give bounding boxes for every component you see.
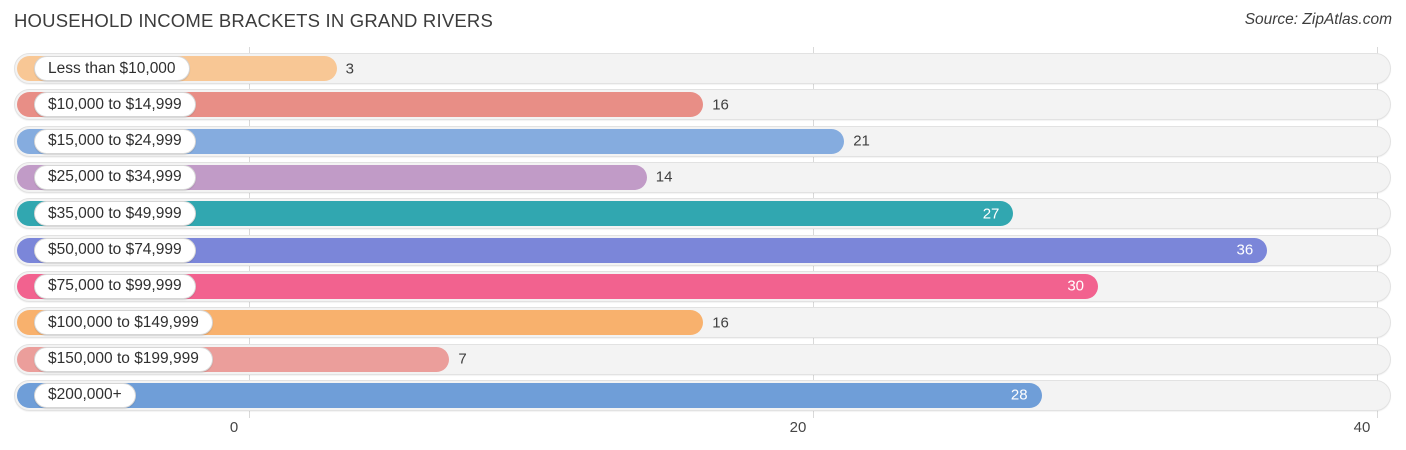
bar-track: $15,000 to $24,999 21 [14, 125, 1391, 157]
category-label: $50,000 to $74,999 [48, 241, 182, 259]
bar-row: Less than $10,000 3 [14, 53, 1391, 84]
bar-track: $200,000+ 28 [14, 379, 1391, 411]
category-label-pill: $10,000 to $14,999 [34, 92, 196, 118]
bar-track: $25,000 to $34,999 14 [14, 161, 1391, 193]
value-label: 7 [458, 350, 467, 368]
category-label: $75,000 to $99,999 [48, 277, 182, 295]
value-label: 27 [982, 205, 1000, 223]
bar[interactable] [17, 273, 1098, 299]
category-label: $35,000 to $49,999 [48, 204, 182, 222]
bar-track: $10,000 to $14,999 16 [14, 89, 1391, 121]
gridline [249, 47, 250, 418]
category-label: $150,000 to $199,999 [48, 350, 199, 368]
bar[interactable] [17, 237, 1268, 263]
source-attribution: Source: ZipAtlas.com [1244, 11, 1392, 28]
value-label: 30 [1067, 277, 1084, 295]
category-label-pill: $25,000 to $34,999 [34, 164, 196, 190]
value-label: 36 [1236, 241, 1254, 259]
bar-row: $50,000 to $74,999 36 [14, 234, 1391, 266]
category-label-pill: $35,000 to $49,999 [34, 201, 196, 227]
category-label-pill: $150,000 to $199,999 [34, 346, 213, 372]
category-label: $15,000 to $24,999 [48, 132, 182, 150]
chart-title: HOUSEHOLD INCOME BRACKETS IN GRAND RIVER… [14, 10, 493, 31]
bar-row: $15,000 to $24,999 21 [14, 125, 1391, 157]
gridline [1377, 47, 1378, 418]
value-label: 16 [712, 96, 729, 114]
category-label-pill: $100,000 to $149,999 [34, 310, 213, 336]
bar-track: Less than $10,000 3 [14, 53, 1391, 84]
bar-track: $75,000 to $99,999 30 [14, 270, 1391, 302]
bar-row: $150,000 to $199,999 7 [14, 343, 1391, 375]
value-label: 21 [853, 132, 870, 150]
bar[interactable] [17, 382, 1042, 408]
bar-track: $100,000 to $149,999 16 [14, 307, 1391, 339]
x-axis-tick: 40 [1353, 419, 1371, 436]
category-label-pill: $75,000 to $99,999 [34, 273, 196, 299]
bar-row: $100,000 to $149,999 16 [14, 307, 1391, 339]
bar-row: $35,000 to $49,999 27 [14, 198, 1391, 230]
value-label: 3 [345, 60, 354, 77]
category-label-pill: Less than $10,000 [34, 56, 190, 81]
category-label-pill: $50,000 to $74,999 [34, 237, 196, 263]
bar-track: $150,000 to $199,999 7 [14, 343, 1391, 375]
category-label: $100,000 to $149,999 [48, 313, 199, 331]
x-axis-tick: 20 [789, 419, 807, 436]
category-label: $200,000+ [48, 386, 122, 404]
category-label: Less than $10,000 [48, 59, 176, 77]
value-label: 16 [712, 314, 729, 332]
category-label: $25,000 to $34,999 [48, 168, 182, 186]
category-label-pill: $15,000 to $24,999 [34, 128, 196, 154]
bar-track: $35,000 to $49,999 27 [14, 198, 1391, 230]
category-label: $10,000 to $14,999 [48, 95, 182, 113]
bar-row: $25,000 to $34,999 14 [14, 161, 1391, 193]
bar-row: $10,000 to $14,999 16 [14, 89, 1391, 121]
category-label-pill: $200,000+ [34, 382, 136, 408]
value-label: 28 [1010, 386, 1028, 404]
value-label: 14 [655, 168, 673, 186]
gridline [813, 47, 814, 418]
bar-row: $75,000 to $99,999 30 [14, 270, 1391, 302]
x-axis-tick: 0 [229, 419, 239, 436]
bar-track: $50,000 to $74,999 36 [14, 234, 1391, 266]
bar-row: $200,000+ 28 [14, 379, 1391, 411]
